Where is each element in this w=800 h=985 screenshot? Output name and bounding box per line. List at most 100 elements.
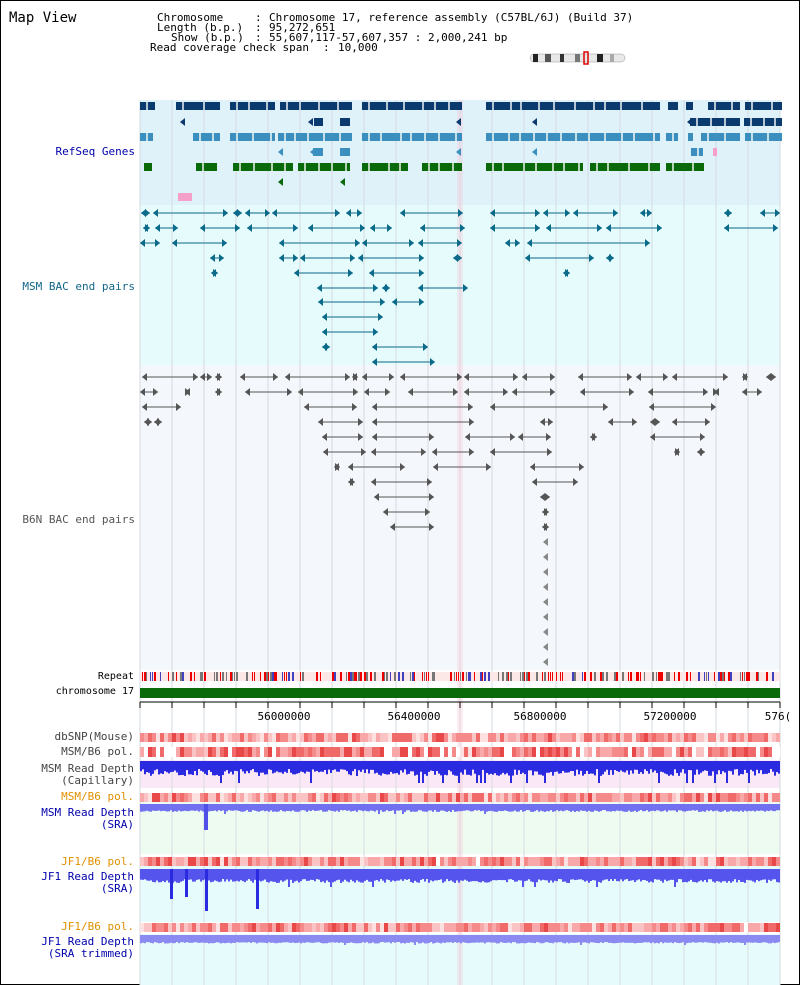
depth-bar xyxy=(620,761,622,771)
repeat-element xyxy=(630,672,632,681)
depth-bar xyxy=(290,869,292,880)
heat-cell xyxy=(432,793,436,802)
bac-end-right-icon xyxy=(335,463,340,471)
heat-cell xyxy=(748,747,752,757)
heat-cell xyxy=(768,923,772,932)
depth-bar xyxy=(450,761,452,772)
depth-bar xyxy=(624,935,626,943)
heat-cell xyxy=(188,857,192,866)
repeat-element xyxy=(254,672,255,681)
gene-intron xyxy=(492,102,494,110)
heat-cell xyxy=(152,923,156,932)
repeat-element xyxy=(628,672,629,681)
depth-bar xyxy=(146,804,148,811)
heat-cell xyxy=(404,793,408,802)
gene-block xyxy=(196,163,217,171)
track-label-dbsnp[interactable]: dbSNP(Mouse) xyxy=(54,730,134,743)
depth-bar xyxy=(644,804,646,812)
gene-intron xyxy=(672,133,674,141)
bac-end-left-icon xyxy=(210,254,215,262)
gene-block xyxy=(690,118,740,126)
depth-bar xyxy=(418,869,420,883)
gene-intron xyxy=(236,102,238,110)
depth-bar xyxy=(656,935,658,943)
depth-bar xyxy=(630,869,632,881)
depth-bar xyxy=(536,869,538,883)
depth-bar xyxy=(174,761,176,771)
repeat-element xyxy=(194,672,195,681)
depth-bar xyxy=(776,761,778,773)
gene-intron xyxy=(535,163,537,171)
depth-bar xyxy=(640,935,642,943)
track-label-msm-b6-pol-2[interactable]: MSM/B6 pol. xyxy=(61,790,134,803)
heat-cell xyxy=(396,747,400,757)
track-label-jf1-b6-pol-1[interactable]: JF1/B6 pol. xyxy=(61,855,134,868)
bac-end-right-icon xyxy=(486,463,491,471)
bac-end-right-icon xyxy=(380,298,385,306)
depth-bar xyxy=(540,804,542,811)
heat-cell xyxy=(640,857,644,866)
track-label-jf1-depth-sra[interactable]: JF1 Read Depth (SRA) xyxy=(41,870,134,895)
track-label-refseq[interactable]: RefSeq Genes xyxy=(55,145,135,158)
track-label-chromosome[interactable]: chromosome 17 xyxy=(55,686,134,697)
depth-bar xyxy=(708,935,710,943)
repeat-element xyxy=(666,672,668,681)
depth-bar xyxy=(264,935,266,943)
ideogram-band xyxy=(610,54,614,62)
depth-bar xyxy=(636,935,638,943)
heat-cell xyxy=(644,733,648,742)
depth-bar xyxy=(320,804,322,811)
center-highlight xyxy=(457,100,463,985)
repeat-element xyxy=(720,672,722,681)
track-label-msm-depth-cap[interactable]: MSM Read Depth (Capillary) xyxy=(41,762,134,787)
depth-bar xyxy=(716,761,718,775)
heat-cell xyxy=(252,857,256,866)
depth-bar xyxy=(726,869,728,883)
heat-cell xyxy=(164,747,168,757)
bac-end-right-icon xyxy=(348,269,353,277)
depth-bar xyxy=(418,935,420,944)
gene-arrow-icon xyxy=(310,148,315,156)
track-label-msm-bac[interactable]: MSM BAC end pairs xyxy=(22,280,135,293)
position-axis: 56000000 56400000 56800000 57200000 576( xyxy=(139,701,791,723)
heat-cell xyxy=(520,923,524,932)
heat-cell xyxy=(616,857,620,866)
track-label-msm-depth-sra[interactable]: MSM Read Depth (SRA) xyxy=(41,806,134,831)
heat-cell xyxy=(220,733,224,742)
heat-cell xyxy=(156,923,160,932)
track-label-jf1-depth-trim[interactable]: JF1 Read Depth (SRA trimmed) xyxy=(41,935,134,960)
gene-intron xyxy=(337,102,339,110)
heat-cell xyxy=(164,733,168,742)
track-label-msm-b6-pol-1[interactable]: MSM/B6 pol. xyxy=(61,745,134,758)
depth-bar xyxy=(316,761,318,771)
depth-bar xyxy=(558,935,560,943)
heat-cell xyxy=(644,793,648,802)
depth-bar xyxy=(186,761,188,771)
heat-cell xyxy=(616,793,620,802)
bac-end-left-icon xyxy=(543,553,548,561)
heat-cell xyxy=(312,747,316,757)
heat-cell xyxy=(312,793,316,802)
depth-bar xyxy=(460,761,462,773)
gene-intron xyxy=(422,102,424,110)
depth-bar xyxy=(570,935,572,943)
heat-cell xyxy=(480,857,484,866)
track-label-b6n-bac[interactable]: B6N BAC end pairs xyxy=(22,513,135,526)
heat-cell xyxy=(392,793,396,802)
gene-intron xyxy=(692,163,694,171)
track-label-jf1-b6-pol-2[interactable]: JF1/B6 pol. xyxy=(61,920,134,933)
depth-bar xyxy=(208,935,210,944)
heat-cell xyxy=(624,747,628,757)
track-label-repeat[interactable]: Repeat xyxy=(97,671,134,682)
heat-cell xyxy=(204,747,208,757)
depth-bar xyxy=(516,761,518,775)
depth-bar xyxy=(200,804,202,811)
depth-bar xyxy=(670,761,672,775)
depth-bar xyxy=(326,935,328,944)
heat-cell xyxy=(460,793,464,802)
depth-bar xyxy=(314,869,316,882)
depth-bar xyxy=(298,869,300,883)
heat-cell xyxy=(612,857,616,866)
depth-bar xyxy=(442,761,444,783)
